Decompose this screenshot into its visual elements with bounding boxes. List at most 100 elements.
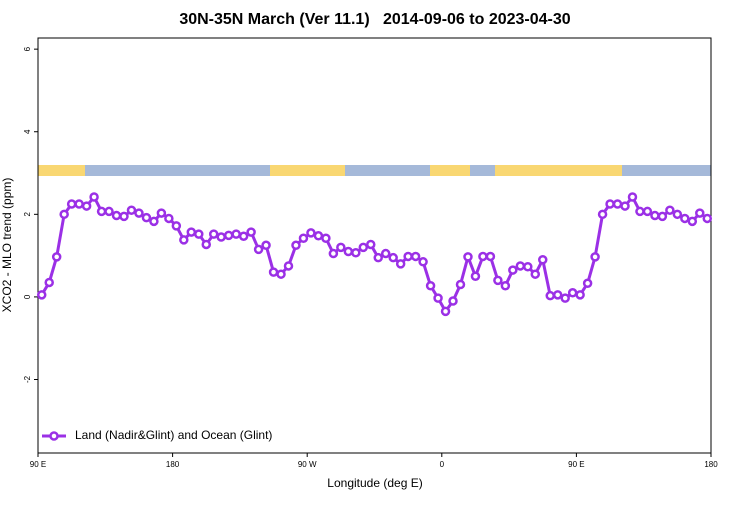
data-point xyxy=(186,227,197,237)
data-point xyxy=(194,229,204,239)
data-point xyxy=(575,290,585,300)
data-point xyxy=(418,257,428,267)
data-point xyxy=(650,210,660,221)
data-point xyxy=(134,208,144,218)
data-point xyxy=(373,252,383,263)
data-point xyxy=(96,206,107,217)
data-point xyxy=(238,231,249,241)
data-point xyxy=(545,290,555,301)
x-tick-label: 90 W xyxy=(298,460,317,469)
data-point xyxy=(552,290,563,300)
x-tick-label: 90 E xyxy=(30,460,46,469)
x-tick-label: 0 xyxy=(440,460,445,469)
data-point xyxy=(201,239,211,250)
data-point xyxy=(605,199,615,209)
legend-label: Land (Nadir&Glint) and Ocean (Glint) xyxy=(75,428,272,442)
data-point xyxy=(560,293,570,303)
land-ocean-band xyxy=(38,165,711,176)
data-point xyxy=(440,306,451,317)
data-point xyxy=(500,281,511,291)
data-point xyxy=(448,296,458,306)
data-point xyxy=(523,262,533,272)
data-point xyxy=(216,232,226,242)
data-point xyxy=(223,230,234,241)
data-point xyxy=(478,251,488,262)
data-point xyxy=(470,271,481,282)
y-tick-label: 0 xyxy=(23,294,32,299)
data-point xyxy=(366,239,376,250)
data-point xyxy=(74,199,84,209)
data-point xyxy=(291,240,301,251)
data-point xyxy=(336,242,346,253)
data-point xyxy=(343,246,354,257)
land-band xyxy=(495,165,622,176)
data-point xyxy=(328,248,339,259)
data-point xyxy=(66,199,77,209)
data-point xyxy=(627,192,638,202)
y-tick-label: 4 xyxy=(23,129,32,134)
data-point xyxy=(51,252,62,262)
data-point xyxy=(582,278,593,289)
land-band xyxy=(270,165,345,176)
data-point xyxy=(567,288,578,298)
data-point xyxy=(680,213,690,224)
x-tick-label: 180 xyxy=(166,460,180,469)
data-point xyxy=(104,206,114,217)
data-point xyxy=(351,247,361,258)
y-tick-label: -2 xyxy=(23,375,32,383)
chart-title: 30N-35N March (Ver 11.1) 2014-09-06 to 2… xyxy=(179,11,570,28)
data-point xyxy=(141,212,152,223)
data-point xyxy=(44,277,54,288)
data-point xyxy=(321,233,331,244)
plot-frame xyxy=(37,37,712,454)
data-point xyxy=(283,261,294,271)
data-point xyxy=(515,261,526,271)
data-point xyxy=(380,248,391,259)
data-point xyxy=(635,206,645,217)
data-point xyxy=(687,216,698,227)
data-point xyxy=(620,201,630,211)
y-tick-label: 6 xyxy=(23,46,32,51)
y-tick-label: 2 xyxy=(23,212,32,217)
data-point xyxy=(179,235,189,245)
x-tick-label: 180 xyxy=(704,460,718,469)
data-point xyxy=(597,209,608,220)
data-point xyxy=(81,201,92,211)
data-point xyxy=(276,269,286,279)
y-axis-label: XCO2 - MLO trend (ppm) xyxy=(0,178,14,313)
data-point xyxy=(119,211,129,222)
data-point xyxy=(395,259,406,269)
data-point xyxy=(463,252,473,262)
data-point xyxy=(612,199,623,209)
data-point xyxy=(208,229,219,239)
data-point xyxy=(171,221,182,231)
data-point xyxy=(261,240,271,251)
data-point xyxy=(156,208,167,218)
land-band xyxy=(430,165,470,176)
data-point xyxy=(59,209,69,220)
data-point xyxy=(702,213,713,224)
data-point xyxy=(89,192,99,202)
data-point xyxy=(642,206,653,217)
ocean-band xyxy=(38,165,711,176)
data-point xyxy=(493,275,503,286)
data-point xyxy=(455,279,466,290)
x-axis-label: Longitude (deg E) xyxy=(327,476,422,490)
data-point xyxy=(425,281,436,291)
data-point xyxy=(530,269,541,279)
data-point xyxy=(111,210,122,221)
data-point xyxy=(268,267,279,277)
data-point xyxy=(231,229,241,239)
legend-marker xyxy=(49,431,59,441)
data-point xyxy=(253,244,264,255)
land-band xyxy=(38,165,85,176)
data-point xyxy=(590,252,600,262)
data-point xyxy=(695,208,705,218)
data-point xyxy=(388,252,398,263)
data-point xyxy=(358,242,369,253)
data-point xyxy=(126,205,137,215)
data-point xyxy=(298,233,309,244)
data-point xyxy=(246,227,256,237)
data-point xyxy=(672,209,683,220)
